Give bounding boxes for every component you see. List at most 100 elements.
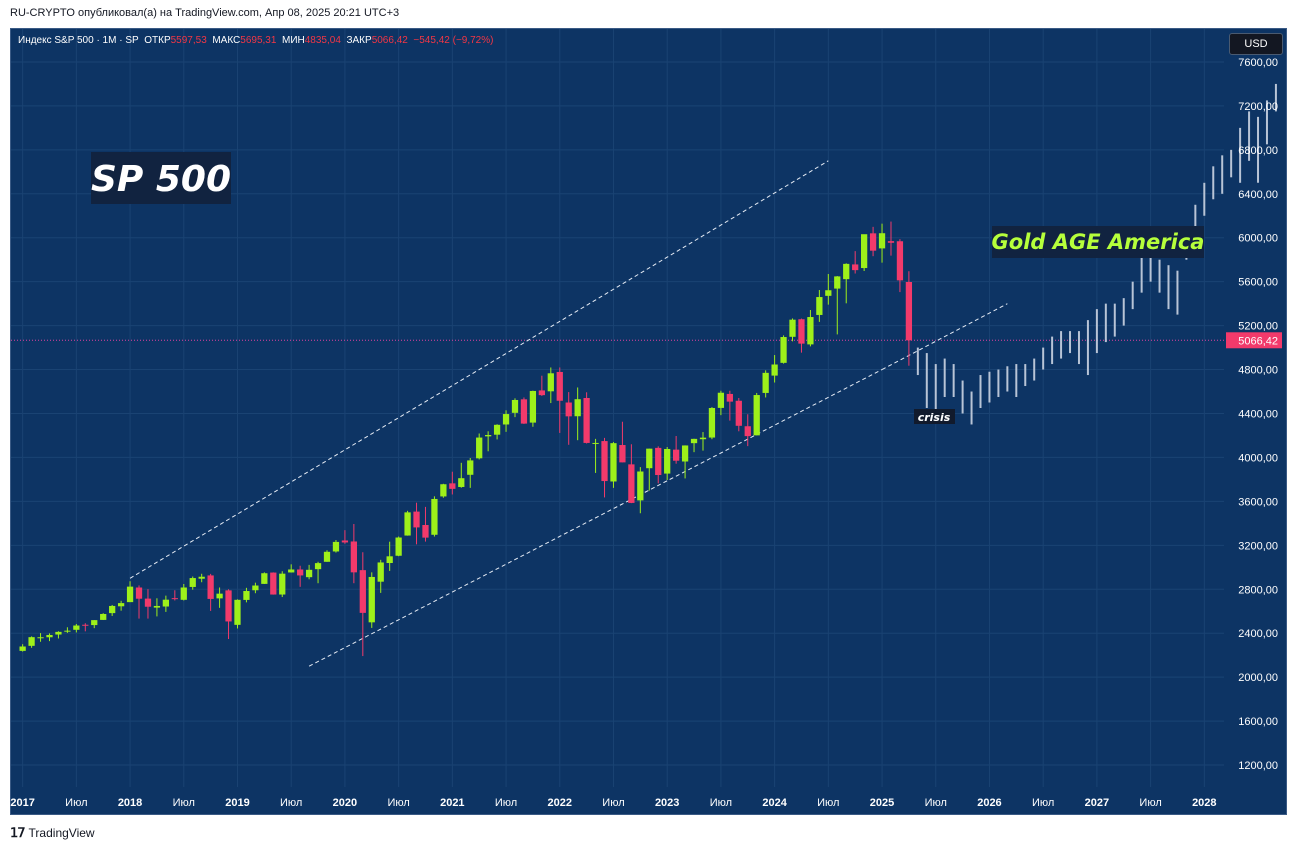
y-tick-label-15: 7200,00 bbox=[1238, 101, 1278, 113]
crisis-box bbox=[914, 409, 955, 424]
x-tick-label-2: 2018 bbox=[118, 797, 142, 809]
candle-94 bbox=[860, 234, 868, 269]
candle-37 bbox=[350, 541, 357, 573]
candle-14 bbox=[144, 598, 152, 607]
x-tick-label-20: 2027 bbox=[1085, 797, 1109, 809]
candle-97 bbox=[887, 241, 895, 243]
candle-56 bbox=[520, 399, 528, 424]
x-tick-label-6: 2020 bbox=[333, 797, 357, 809]
candle-2 bbox=[37, 637, 44, 639]
high-value: 5695,31 bbox=[240, 35, 277, 46]
title-annotation: SP 500 bbox=[91, 159, 231, 200]
x-tick-label-21: Июл bbox=[1139, 797, 1161, 809]
y-tick-label-12: 6000,00 bbox=[1238, 233, 1278, 245]
currency-button[interactable]: USD bbox=[1229, 33, 1283, 55]
candle-28 bbox=[270, 572, 277, 595]
candle-40 bbox=[377, 562, 384, 582]
candle-88 bbox=[807, 317, 814, 345]
projection-bars bbox=[916, 83, 1277, 425]
candle-24 bbox=[234, 599, 241, 625]
candle-26 bbox=[252, 585, 259, 591]
y-tick-label-1: 1600,00 bbox=[1238, 716, 1278, 728]
y-tick-label-9: 4800,00 bbox=[1238, 365, 1278, 377]
candle-82 bbox=[753, 395, 760, 436]
candle-44 bbox=[413, 511, 420, 528]
candle-63 bbox=[583, 398, 590, 443]
x-tick-label-10: 2022 bbox=[548, 797, 572, 809]
candle-33 bbox=[314, 563, 322, 570]
candle-61 bbox=[565, 402, 572, 417]
gold-age-annotation: Gold AGE America bbox=[992, 230, 1205, 254]
y-tick-label-10: 5200,00 bbox=[1238, 321, 1278, 333]
candle-7 bbox=[82, 624, 89, 626]
candle-18 bbox=[180, 587, 187, 600]
candle-22 bbox=[216, 593, 223, 599]
candle-21 bbox=[207, 575, 214, 599]
y-tick-label-4: 2800,00 bbox=[1238, 584, 1278, 596]
candle-57 bbox=[529, 390, 537, 423]
x-tick-label-12: 2023 bbox=[655, 797, 679, 809]
change-value: −545,42 (−9,72%) bbox=[413, 35, 494, 46]
candle-49 bbox=[458, 478, 465, 487]
candles bbox=[19, 221, 913, 657]
low-value: 4835,04 bbox=[304, 35, 341, 46]
candle-10 bbox=[109, 605, 116, 614]
candle-46 bbox=[431, 498, 438, 535]
x-tick-label-14: 2024 bbox=[762, 797, 787, 809]
x-tick-label-9: Июл bbox=[495, 797, 517, 809]
candle-84 bbox=[771, 364, 778, 376]
x-tick-label-22: 2028 bbox=[1192, 797, 1216, 809]
candle-60 bbox=[556, 371, 563, 401]
brand-name: TradingView bbox=[28, 826, 95, 840]
y-tick-label-13: 6400,00 bbox=[1238, 189, 1278, 201]
candle-6 bbox=[73, 625, 80, 630]
candle-58 bbox=[538, 390, 545, 396]
candle-4 bbox=[55, 631, 62, 635]
tradingview-logo[interactable]: 𝟣𝟩 TradingView bbox=[10, 825, 95, 841]
title-box bbox=[91, 152, 231, 204]
time-axis: 2017 Июл 2018 Июл 2019 Июл 2020 Июл 2021 Июл 2022 И… bbox=[10, 797, 1216, 809]
candle-34 bbox=[323, 551, 331, 562]
grid bbox=[11, 29, 1224, 787]
x-tick-label-5: Июл bbox=[280, 797, 302, 809]
symbol-name: Индекс S&P 500 · 1М · SP bbox=[18, 35, 139, 46]
x-tick-label-3: Июл bbox=[173, 797, 195, 809]
candle-66 bbox=[610, 443, 617, 482]
price-axis: 1200,00 1600,00 2000,00 2400,00 2800,00 3200,… bbox=[1226, 57, 1282, 772]
candle-32 bbox=[305, 569, 313, 578]
candle-50 bbox=[467, 460, 474, 475]
candle-41 bbox=[386, 556, 393, 564]
candle-11 bbox=[117, 603, 125, 607]
x-tick-label-17: Июл bbox=[925, 797, 947, 809]
x-tick-label-11: Июл bbox=[602, 797, 624, 809]
candle-35 bbox=[332, 541, 340, 552]
candle-15 bbox=[153, 605, 161, 608]
candle-27 bbox=[261, 573, 268, 584]
y-tick-label-11: 5600,00 bbox=[1238, 277, 1278, 289]
y-tick-label-0: 1200,00 bbox=[1238, 760, 1278, 772]
candle-73 bbox=[673, 449, 680, 461]
candle-72 bbox=[664, 448, 671, 474]
tradingview-logo-icon: 𝟣𝟩 bbox=[10, 825, 26, 840]
candle-8 bbox=[91, 620, 98, 626]
open-value: 5597,53 bbox=[170, 35, 207, 46]
high-label: МАКС bbox=[212, 35, 241, 46]
candle-95 bbox=[869, 233, 877, 251]
candle-65 bbox=[601, 441, 608, 482]
candle-23 bbox=[225, 590, 232, 622]
candle-9 bbox=[100, 613, 107, 620]
candle-52 bbox=[485, 435, 492, 437]
candle-86 bbox=[789, 319, 796, 337]
channel-lower bbox=[308, 369, 883, 667]
candle-12 bbox=[126, 586, 134, 603]
y-tick-label-8: 4400,00 bbox=[1238, 408, 1278, 420]
channel-upper bbox=[129, 160, 829, 579]
last-price-badge bbox=[1226, 332, 1282, 349]
candle-93 bbox=[852, 264, 859, 271]
candle-39 bbox=[368, 576, 375, 623]
x-tick-label-15: Июл bbox=[817, 797, 839, 809]
x-tick-label-8: 2021 bbox=[440, 797, 464, 809]
candle-79 bbox=[726, 393, 733, 402]
candle-67 bbox=[619, 445, 626, 463]
